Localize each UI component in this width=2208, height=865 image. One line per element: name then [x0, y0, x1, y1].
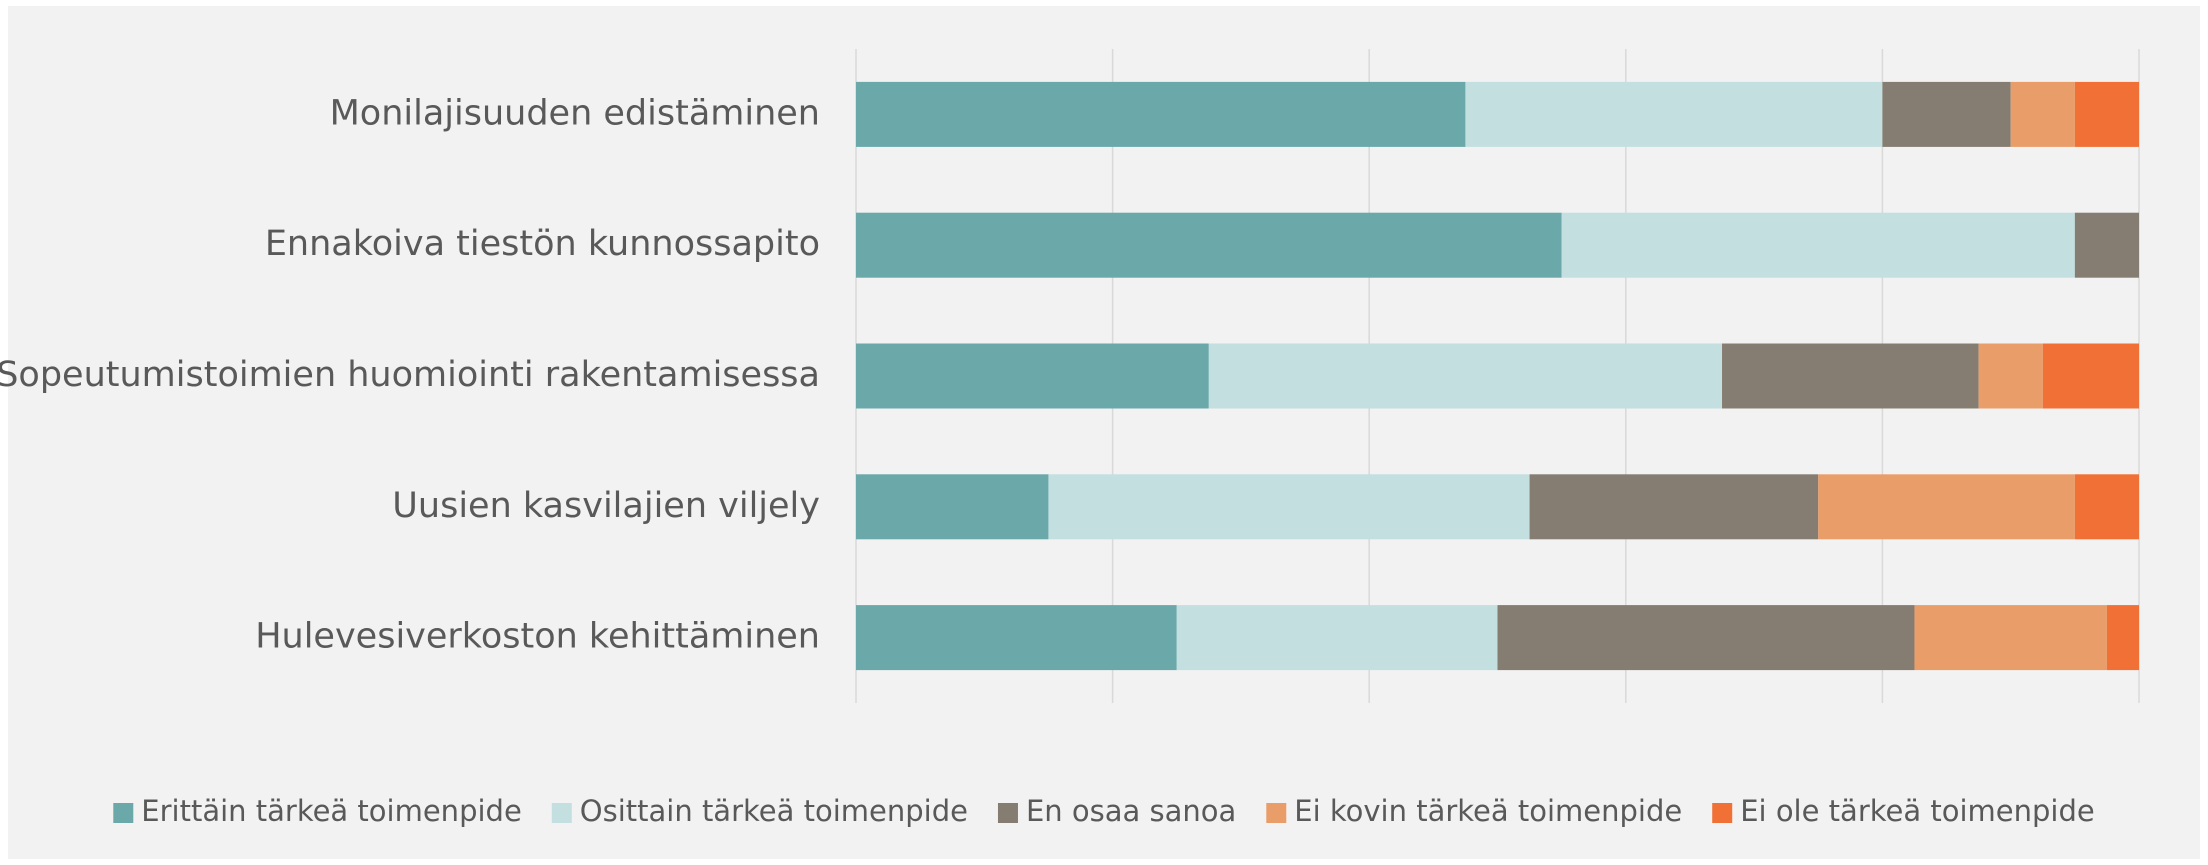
- bar-segment: [1882, 81, 2011, 147]
- chart-background: [8, 6, 2200, 859]
- legend-label: Ei kovin tärkeä toimenpide: [1294, 794, 1682, 828]
- bar-segment: [1048, 474, 1530, 540]
- legend-swatch: [551, 803, 572, 823]
- bar-segment: [1465, 81, 1883, 147]
- y-tick-label: Sopeutumistoimien huomiointi rakentamise…: [0, 355, 820, 395]
- bar-segment: [1818, 474, 2075, 540]
- y-tick-label: Ennakoiva tiestön kunnossapito: [265, 224, 820, 264]
- bar-segment: [1176, 605, 1498, 671]
- bar-segment: [1529, 474, 1819, 540]
- legend-swatch: [1712, 803, 1733, 823]
- bar-segment: [856, 474, 1049, 540]
- bar-segment: [2010, 81, 2075, 147]
- bar-segment: [856, 81, 1466, 147]
- bar-segment: [856, 343, 1209, 409]
- bar-segment: [2074, 474, 2139, 540]
- bar-segment: [1561, 212, 2075, 278]
- bar-segment: [2074, 212, 2139, 278]
- bar-segment: [1722, 343, 1979, 409]
- legend-label: Ei ole tärkeä toimenpide: [1740, 794, 2094, 828]
- bar-segment: [856, 212, 1562, 278]
- y-tick-label: Hulevesiverkoston kehittäminen: [255, 617, 820, 657]
- y-tick-label: Monilajisuuden edistäminen: [330, 93, 820, 133]
- bar-segment: [1497, 605, 1915, 671]
- legend-label: Osittain tärkeä toimenpide: [580, 794, 968, 828]
- legend-swatch: [113, 803, 134, 823]
- legend-label: En osaa sanoa: [1026, 794, 1236, 828]
- y-tick-label: Uusien kasvilajien viljely: [392, 486, 820, 526]
- bar-segment: [1914, 605, 2107, 671]
- legend-label: Erittäin tärkeä toimenpide: [141, 794, 521, 828]
- bar-segment: [856, 605, 1177, 671]
- bar-segment: [2074, 81, 2139, 147]
- legend-swatch: [997, 803, 1018, 823]
- bar-segment: [1978, 343, 2043, 409]
- bar-segment: [2106, 605, 2139, 671]
- bar-segment: [2042, 343, 2139, 409]
- bar-segment: [1208, 343, 1723, 409]
- legend-swatch: [1266, 803, 1287, 823]
